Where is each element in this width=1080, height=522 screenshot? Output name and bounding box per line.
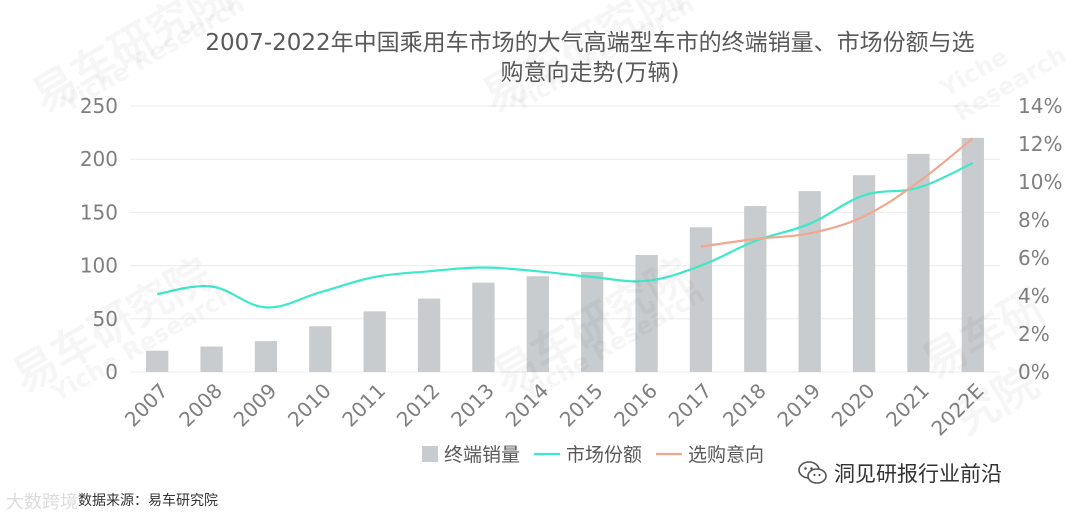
sales-bar bbox=[417, 298, 441, 372]
sales-bar bbox=[744, 206, 767, 372]
chart-title: 2007-2022年中国乘用车市场的大气高端型车市的终端销量、市场份额与选 购意… bbox=[205, 30, 974, 86]
x-axis-tick-label: 2010 bbox=[283, 379, 336, 432]
sales-bar bbox=[309, 326, 332, 372]
chart-title-line-1: 2007-2022年中国乘用车市场的大气高端型车市的终端销量、市场份额与选 bbox=[205, 30, 974, 56]
x-axis-tick-label: 2017 bbox=[664, 379, 717, 432]
x-axis-tick-label: 2011 bbox=[337, 379, 390, 432]
sales-bar bbox=[689, 227, 713, 372]
right-axis: 0% 2% 4% 6% 8% 10% 12% 14% bbox=[1018, 94, 1062, 384]
legend-label: 选购意向 bbox=[688, 444, 764, 466]
sales-bar bbox=[907, 153, 930, 372]
account-badge: 洞见研报行业前沿 bbox=[798, 458, 1002, 488]
account-name: 洞见研报行业前沿 bbox=[834, 462, 1002, 486]
legend-label: 市场份额 bbox=[566, 444, 642, 466]
x-axis-tick-label: 2009 bbox=[229, 379, 282, 432]
market-share-line bbox=[157, 161, 974, 309]
left-axis-tick-label: 150 bbox=[80, 200, 118, 224]
right-axis-tick-label: 12% bbox=[1018, 132, 1062, 156]
left-axis-tick-label: 200 bbox=[80, 147, 118, 171]
sales-bar bbox=[798, 191, 821, 372]
sales-bar bbox=[852, 175, 876, 372]
x-axis-tick-label: 2020 bbox=[827, 379, 880, 432]
brand-corner-text: 大数跨境 bbox=[6, 492, 78, 513]
left-axis-tick-label: 100 bbox=[80, 254, 118, 278]
x-axis: 2007 2008 2009 2010 2011 2012 2013 2014 2015 2016… bbox=[120, 379, 989, 441]
sales-bar bbox=[146, 350, 169, 372]
sales-bar bbox=[363, 311, 386, 372]
left-axis-tick-label: 0 bbox=[105, 360, 118, 384]
sales-bar bbox=[254, 341, 278, 372]
x-axis-tick-label: 2022E bbox=[926, 379, 988, 441]
x-axis-tick-label: 2019 bbox=[772, 379, 825, 432]
x-axis-tick-label: 2008 bbox=[174, 379, 227, 432]
right-axis-tick-label: 4% bbox=[1018, 284, 1050, 308]
legend: 终端销量 市场份额 选购意向 bbox=[422, 444, 764, 466]
source-note: 数据来源：易车研究院 bbox=[78, 493, 218, 509]
x-axis-tick-label: 2018 bbox=[718, 379, 771, 432]
sales-bar bbox=[526, 276, 549, 372]
right-axis-tick-label: 6% bbox=[1018, 246, 1050, 270]
sales-bars bbox=[146, 137, 984, 372]
purchase-intent-line bbox=[700, 137, 974, 248]
sales-bar bbox=[200, 346, 223, 372]
x-axis-tick-label: 2014 bbox=[500, 379, 553, 432]
chart-title-line-2: 购意向走势(万辆) bbox=[501, 60, 680, 86]
x-axis-tick-label: 2015 bbox=[555, 379, 608, 432]
left-axis-tick-label: 50 bbox=[93, 307, 118, 331]
right-axis-tick-label: 10% bbox=[1018, 170, 1062, 194]
sales-bar bbox=[472, 282, 495, 372]
x-axis-tick-label: 2016 bbox=[609, 379, 662, 432]
right-axis-tick-label: 8% bbox=[1018, 208, 1050, 232]
wechat-icon bbox=[798, 461, 827, 484]
x-axis-tick-label: 2013 bbox=[446, 379, 499, 432]
right-axis-tick-label: 2% bbox=[1018, 322, 1050, 346]
sales-bar bbox=[635, 254, 658, 372]
x-axis-tick-label: 2007 bbox=[120, 379, 173, 432]
legend-swatch bbox=[422, 446, 438, 462]
right-axis-tick-label: 14% bbox=[1018, 94, 1062, 118]
legend-label: 终端销量 bbox=[444, 444, 520, 466]
left-axis-tick-label: 250 bbox=[80, 94, 118, 118]
x-axis-tick-label: 2012 bbox=[392, 379, 445, 432]
sales-bar bbox=[581, 271, 604, 372]
right-axis-tick-label: 0% bbox=[1018, 360, 1050, 384]
lines bbox=[157, 137, 974, 309]
sales-bar bbox=[961, 137, 984, 372]
left-axis: 0 50 100 150 200 250 bbox=[80, 94, 118, 384]
